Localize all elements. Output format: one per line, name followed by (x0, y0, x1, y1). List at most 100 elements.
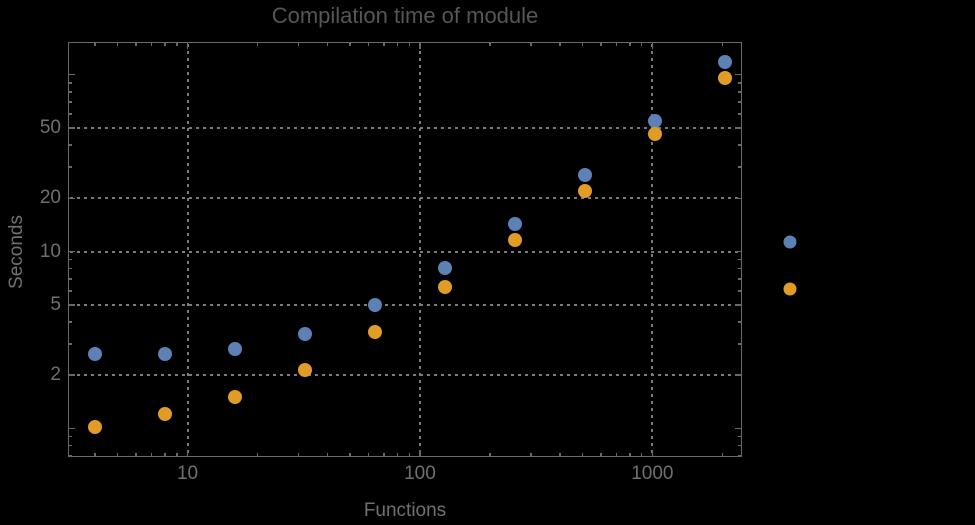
y-tick-mark (68, 166, 72, 168)
x-tick-mark (116, 453, 119, 457)
x-tick-mark (116, 42, 119, 46)
x-tick-mark (164, 42, 166, 46)
y-gridline (70, 374, 740, 377)
y-tick-label: 2 (50, 364, 61, 386)
y-tick-mark (68, 290, 72, 292)
data-point-orange-series (297, 362, 312, 377)
y-tick-mark (68, 304, 75, 306)
x-gridline (186, 44, 189, 455)
y-tick-mark (68, 197, 75, 200)
x-tick-mark (176, 453, 178, 457)
x-tick-mark (186, 450, 189, 457)
y-tick-mark (68, 435, 72, 438)
x-tick-mark (615, 453, 618, 457)
data-point-orange-series (507, 232, 522, 247)
y-tick-mark (738, 113, 742, 115)
y-tick-mark (68, 321, 72, 323)
x-tick-mark (559, 453, 561, 457)
y-tick-mark (738, 91, 742, 93)
data-point-blue-series (297, 327, 312, 342)
data-point-blue-series (437, 260, 452, 275)
y-tick-label: 20 (39, 187, 61, 209)
y-tick-label: 50 (39, 116, 61, 138)
data-point-blue-series (507, 216, 522, 231)
plot-frame (68, 42, 742, 457)
data-point-blue-series (717, 54, 732, 69)
y-tick-mark (68, 374, 75, 376)
y-tick-mark (68, 267, 72, 270)
x-tick-label: 10 (176, 463, 199, 484)
y-tick-mark (738, 144, 742, 146)
y-tick-mark (68, 113, 72, 115)
data-point-orange-series (437, 280, 452, 295)
x-tick-mark (651, 450, 654, 457)
y-tick-mark (738, 82, 742, 84)
x-tick-mark (396, 42, 399, 46)
x-tick-mark (256, 453, 259, 457)
x-tick-mark (396, 453, 399, 457)
y-gridline (70, 197, 740, 200)
y-tick-mark (68, 73, 75, 76)
x-tick-mark (164, 453, 166, 457)
y-tick-mark (738, 166, 742, 168)
x-tick-mark (419, 42, 421, 49)
y-tick-mark (738, 435, 742, 438)
y-tick-mark (68, 427, 75, 430)
y-tick-mark (735, 197, 742, 200)
x-tick-mark (629, 42, 631, 46)
data-point-orange-series (647, 127, 662, 142)
y-tick-mark (68, 258, 72, 261)
data-point-blue-series (577, 168, 592, 183)
x-tick-mark (721, 42, 724, 46)
x-tick-mark (150, 453, 153, 457)
x-tick-label: 1000 (631, 463, 674, 484)
data-point-blue-series (647, 113, 662, 128)
x-tick-mark (530, 453, 532, 457)
legend-marker-blue (783, 235, 797, 249)
x-tick-mark (135, 42, 137, 46)
x-tick-mark (408, 42, 411, 46)
x-tick-mark (349, 42, 351, 46)
y-gridline (70, 250, 740, 253)
y-tick-mark (735, 73, 742, 76)
x-gridline (651, 44, 654, 455)
x-tick-mark (326, 453, 329, 457)
x-tick-mark (135, 453, 137, 457)
y-tick-mark (68, 250, 75, 253)
x-tick-mark (383, 42, 385, 46)
x-tick-label: 100 (404, 463, 436, 484)
x-tick-mark (326, 42, 329, 46)
y-tick-mark (68, 144, 72, 146)
y-tick-label: 5 (50, 293, 61, 315)
x-tick-mark (489, 42, 491, 46)
y-tick-label: 10 (39, 240, 61, 262)
data-point-orange-series (577, 184, 592, 198)
y-tick-mark (738, 444, 742, 447)
y-tick-mark (738, 343, 742, 345)
y-tick-mark (738, 321, 742, 323)
x-tick-mark (651, 42, 654, 49)
x-tick-mark (94, 42, 96, 46)
x-tick-mark (297, 42, 300, 46)
y-tick-mark (68, 82, 72, 84)
data-point-orange-series (367, 325, 382, 340)
chart-title: Compilation time of module (271, 3, 539, 28)
x-tick-mark (530, 42, 532, 46)
x-gridline (418, 44, 421, 455)
data-point-orange-series (158, 407, 172, 422)
x-tick-mark (367, 42, 370, 46)
x-tick-mark (559, 42, 561, 46)
y-tick-mark (68, 444, 72, 447)
y-tick-mark (738, 101, 742, 103)
x-tick-mark (408, 453, 411, 457)
x-tick-mark (297, 453, 300, 457)
data-point-blue-series (367, 297, 382, 312)
x-tick-mark (581, 453, 584, 457)
y-tick-mark (735, 304, 742, 306)
x-tick-mark (721, 453, 724, 457)
x-axis-label: Functions (363, 500, 447, 521)
x-tick-mark (94, 453, 96, 457)
y-tick-mark (68, 101, 72, 103)
x-tick-mark (419, 450, 421, 457)
